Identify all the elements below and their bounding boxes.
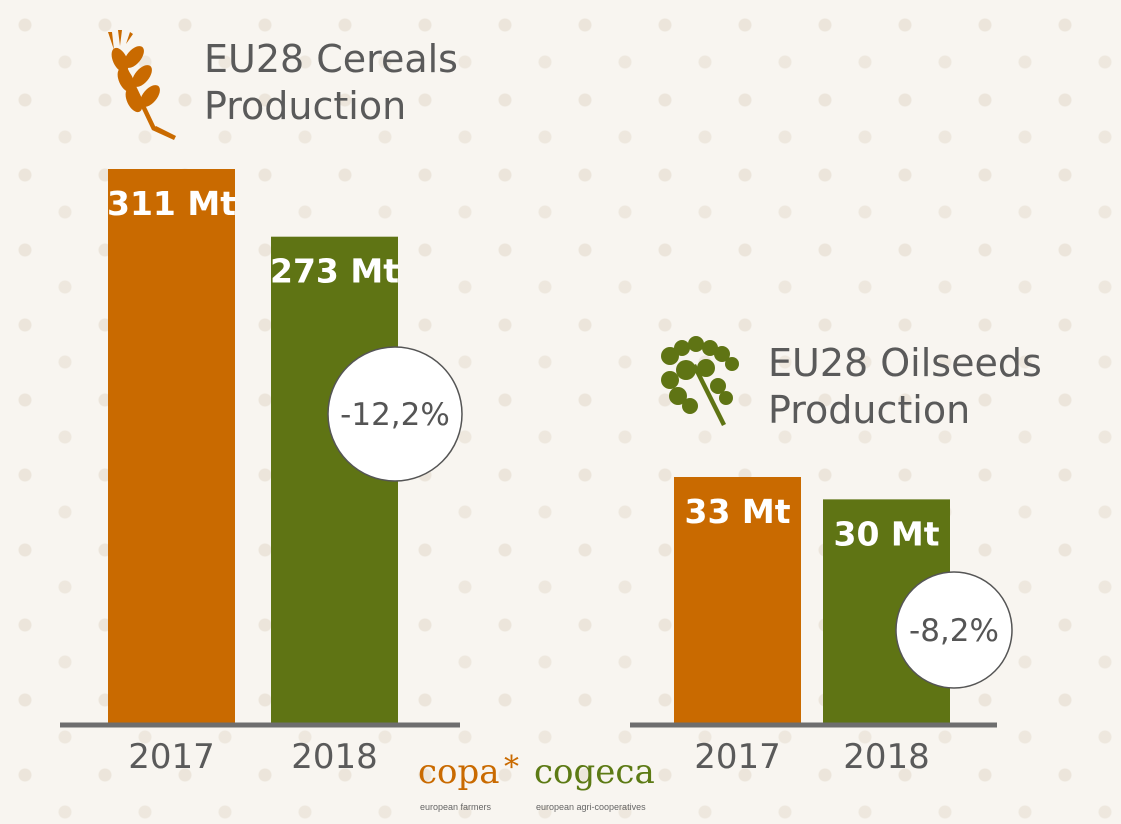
logo-cogeca-text: cogeca: [534, 752, 655, 792]
logo-copa-subtitle: european farmers: [420, 802, 492, 812]
cereals-category-label-2017: 2017: [128, 737, 215, 777]
oilseeds-chart-title: EU28 Oilseeds Production: [768, 340, 1042, 434]
oilseeds-category-label-2018: 2018: [843, 737, 930, 777]
wheat-icon: [108, 30, 176, 140]
cereals-bar-2018: [271, 236, 398, 723]
cereals-category-label-2018: 2018: [291, 737, 378, 777]
oilseeds-change-badge: [895, 571, 1013, 689]
logo-cogeca-subtitle: european agri-cooperatives: [536, 802, 646, 812]
cereals-value-label-2018: 273 Mt: [270, 252, 399, 291]
cereals-chart-title: EU28 Cereals Production: [204, 36, 458, 130]
cereals-change-label: -12,2%: [340, 397, 450, 433]
rapeseed-icon: [661, 336, 739, 426]
oilseeds-bar-2017: [674, 477, 801, 723]
oilseeds-value-label-2018: 30 Mt: [833, 514, 939, 553]
cereals-value-label-2017: 311 Mt: [107, 184, 236, 223]
cereals-title-line-2: Production: [204, 84, 407, 128]
oilseeds-title-line-2: Production: [768, 388, 971, 432]
logo-star-icon: *: [504, 750, 519, 785]
oilseeds-change-label: -8,2%: [909, 613, 999, 649]
cereals-title-line-1: EU28 Cereals: [204, 37, 458, 81]
oilseeds-title-line-1: EU28 Oilseeds: [768, 341, 1042, 385]
cereals-change-badge: [327, 346, 463, 482]
logo-copa-text: copa: [418, 752, 500, 792]
oilseeds-category-label-2017: 2017: [694, 737, 781, 777]
copa-cogeca-logo: copa * cogeca european farmers european …: [418, 750, 668, 822]
oilseeds-value-label-2017: 33 Mt: [684, 492, 790, 531]
cereals-bar-2017: [108, 169, 235, 723]
